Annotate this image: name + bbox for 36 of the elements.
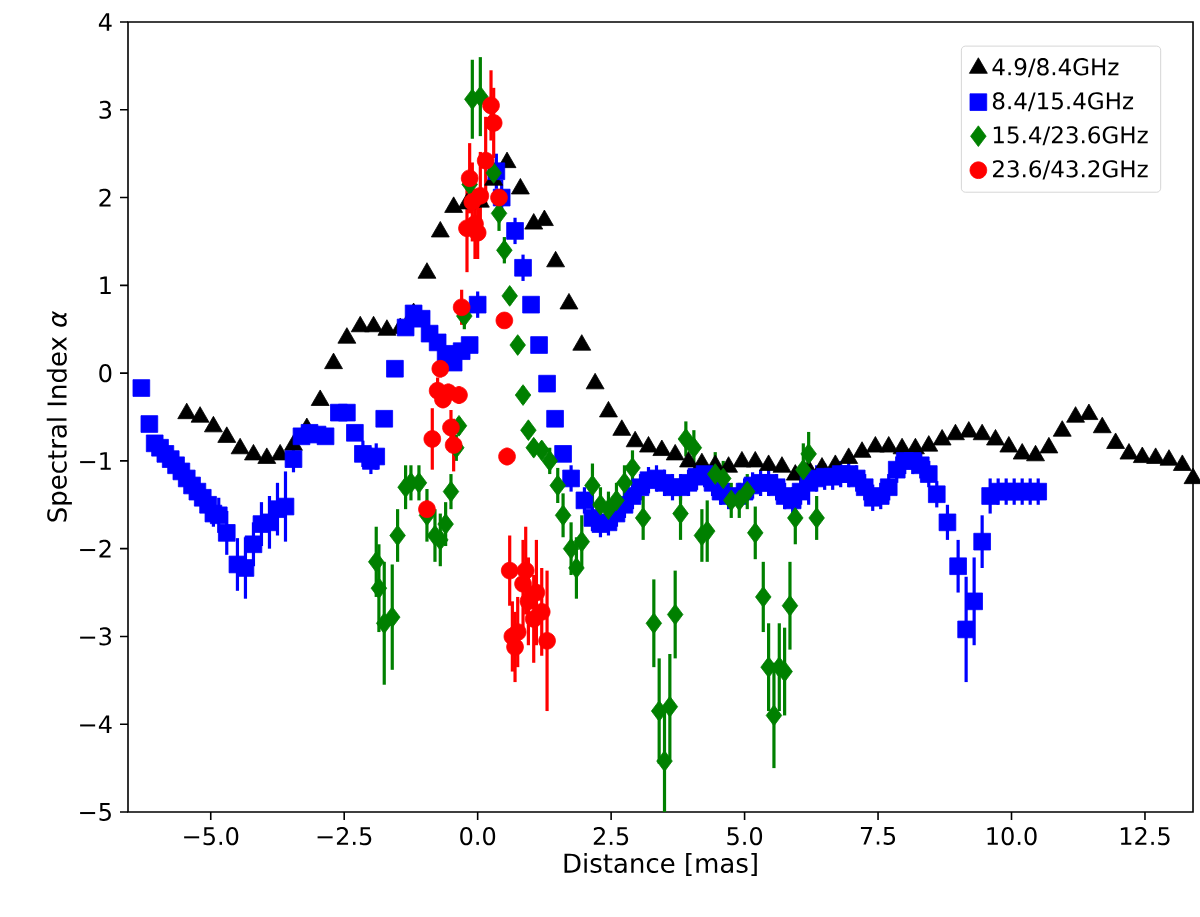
y-tick-label: −3: [80, 627, 112, 646]
y-tick-label: 4: [98, 13, 112, 31]
y-tick-label: 3: [99, 100, 112, 119]
point: [460, 169, 479, 188]
point: [431, 359, 450, 378]
x-tick-label: −5.0: [184, 827, 239, 846]
x-tick-label: 12.5: [1120, 827, 1170, 846]
y-tick-label: 0: [99, 364, 112, 383]
point: [418, 500, 436, 518]
y-tick-label: −4: [80, 715, 112, 733]
x-tick-label: 2.5: [593, 827, 629, 846]
y-axis-title: Spectral Index α: [46, 311, 72, 522]
point: [495, 311, 514, 330]
point: [500, 561, 519, 580]
point: [471, 187, 490, 205]
point: [538, 632, 556, 650]
x-tick-label: 0.0: [460, 827, 496, 846]
x-tick-label: 7.5: [860, 827, 896, 845]
legend-label: 8.4/15.4GHz: [992, 92, 1134, 112]
x-tick-label: −2.5: [317, 827, 372, 846]
legend-label: 4.9/8.4GHz: [992, 58, 1119, 78]
x-tick-label: 10.0: [987, 827, 1037, 846]
point: [423, 430, 442, 448]
y-tick-label: −1: [80, 452, 111, 470]
y-tick-label: −5: [80, 803, 111, 821]
y-tick-label: −2: [80, 539, 111, 558]
y-tick-label: 2: [99, 188, 111, 207]
x-tick-label: 5.0: [727, 827, 763, 846]
legend-label: 23.6/43.2GHz: [993, 160, 1148, 180]
legend-label: 15.4/23.6GHz: [993, 126, 1148, 146]
x-axis-title: Distance [mas]: [564, 852, 757, 877]
point: [508, 623, 527, 641]
point: [506, 638, 524, 656]
y-tick-label: 1: [100, 276, 111, 295]
point: [516, 561, 535, 580]
point: [482, 96, 500, 115]
